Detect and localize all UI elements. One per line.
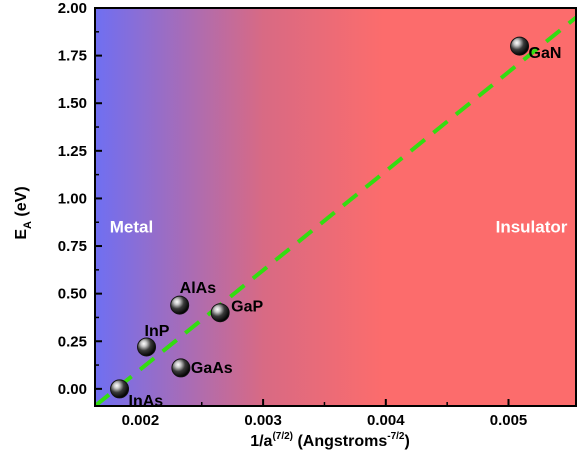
point-label-gan: GaN — [529, 45, 562, 62]
plot-frame — [94, 7, 577, 407]
region-labels: Metal Insulator — [110, 218, 568, 237]
region-label-metal: Metal — [110, 218, 153, 237]
data-point-inas — [110, 379, 130, 399]
y-tick-label: 1.25 — [58, 143, 87, 160]
y-tick-label: 1.50 — [58, 95, 87, 112]
y-tick-label: 0.00 — [58, 381, 87, 398]
x-tick-label: 0.003 — [244, 412, 282, 429]
data-point-inp — [137, 337, 157, 357]
y-tick-label: 2.00 — [58, 0, 87, 17]
point-label-alas: AlAs — [180, 280, 217, 297]
y-tick-label: 0.75 — [58, 238, 87, 255]
y-tick-label: 1.75 — [58, 48, 87, 65]
point-label-gaas: GaAs — [191, 360, 233, 377]
y-tick-label: 0.25 — [58, 333, 87, 350]
data-point-gap — [210, 303, 230, 323]
x-tick-label: 0.005 — [490, 412, 528, 429]
region-label-insulator: Insulator — [496, 218, 568, 237]
fit-line — [95, 15, 576, 406]
point-label-inp: InP — [145, 323, 170, 340]
x-tick-label: 0.004 — [367, 412, 405, 429]
y-tick-label: 1.00 — [58, 190, 87, 207]
data-point-gan — [510, 36, 530, 56]
x-axis-title: 1/a(7/2) (Angstroms-7/2) — [250, 431, 410, 450]
y-axis: 0.00 0.25 0.50 0.75 1.00 1.25 1.50 1.75 2.00 — [58, 0, 102, 398]
fit-line-layer — [95, 15, 576, 406]
y-tick-label: 0.50 — [58, 286, 87, 303]
y-axis-title: EA (eV) — [13, 186, 34, 239]
data-point-gaas — [171, 358, 191, 378]
point-label-gap: GaP — [231, 299, 263, 316]
x-tick-label: 0.002 — [122, 412, 160, 429]
x-axis: 0.002 0.003 0.004 0.005 — [122, 399, 528, 429]
point-label-inas: InAs — [129, 393, 164, 410]
data-point-alas — [170, 295, 190, 315]
